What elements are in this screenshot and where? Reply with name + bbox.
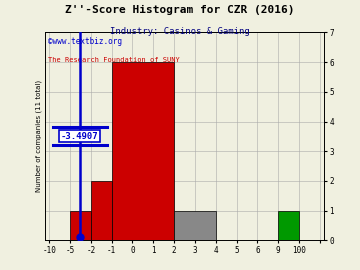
Text: -3.4907: -3.4907 [60, 132, 98, 141]
Bar [70, 211, 91, 240]
Bar [174, 211, 216, 240]
Text: Z''-Score Histogram for CZR (2016): Z''-Score Histogram for CZR (2016) [65, 5, 295, 15]
Text: The Research Foundation of SUNY: The Research Foundation of SUNY [48, 57, 180, 63]
Bar [112, 62, 174, 240]
Bar [278, 211, 299, 240]
Y-axis label: Number of companies (11 total): Number of companies (11 total) [36, 80, 42, 193]
Text: ©www.textbiz.org: ©www.textbiz.org [48, 36, 122, 46]
Text: Industry: Casinos & Gaming: Industry: Casinos & Gaming [110, 27, 250, 36]
Bar [91, 181, 112, 240]
